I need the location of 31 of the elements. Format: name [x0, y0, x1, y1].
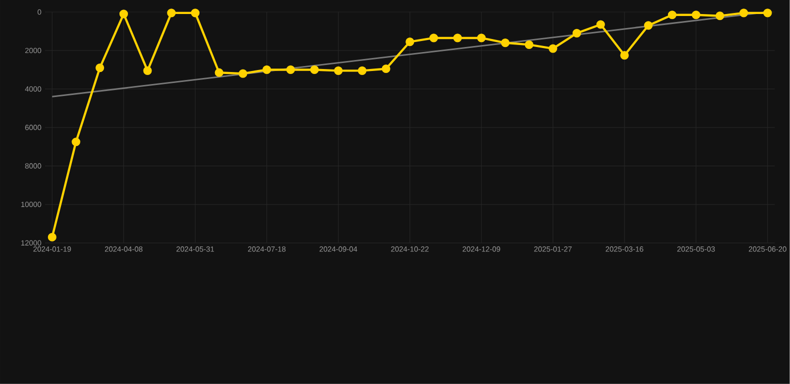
- point: [572, 28, 582, 38]
- point: [692, 10, 700, 20]
- point: [620, 51, 629, 60]
- point: [524, 40, 534, 50]
- point: [406, 38, 414, 46]
- point: [763, 8, 772, 18]
- point: [358, 66, 366, 76]
- point: [644, 21, 653, 30]
- point: [668, 10, 676, 20]
- point: [119, 10, 128, 18]
- point: [286, 65, 295, 74]
- point: [739, 8, 748, 18]
- point: [72, 138, 80, 146]
- point: [214, 68, 224, 77]
- point: [310, 65, 319, 74]
- point: [596, 20, 605, 29]
- point: [190, 8, 200, 18]
- point: [382, 64, 390, 74]
- point: [238, 69, 248, 78]
- point: [48, 232, 56, 242]
- point: [716, 12, 724, 20]
- point: [262, 65, 272, 74]
- point: [548, 44, 558, 53]
- point: [167, 8, 176, 18]
- point: [453, 34, 462, 42]
- point: [500, 38, 510, 48]
- point: [143, 66, 152, 76]
- point: [96, 64, 104, 72]
- point: [334, 66, 343, 76]
- point: [477, 34, 486, 42]
- point: [429, 34, 438, 42]
